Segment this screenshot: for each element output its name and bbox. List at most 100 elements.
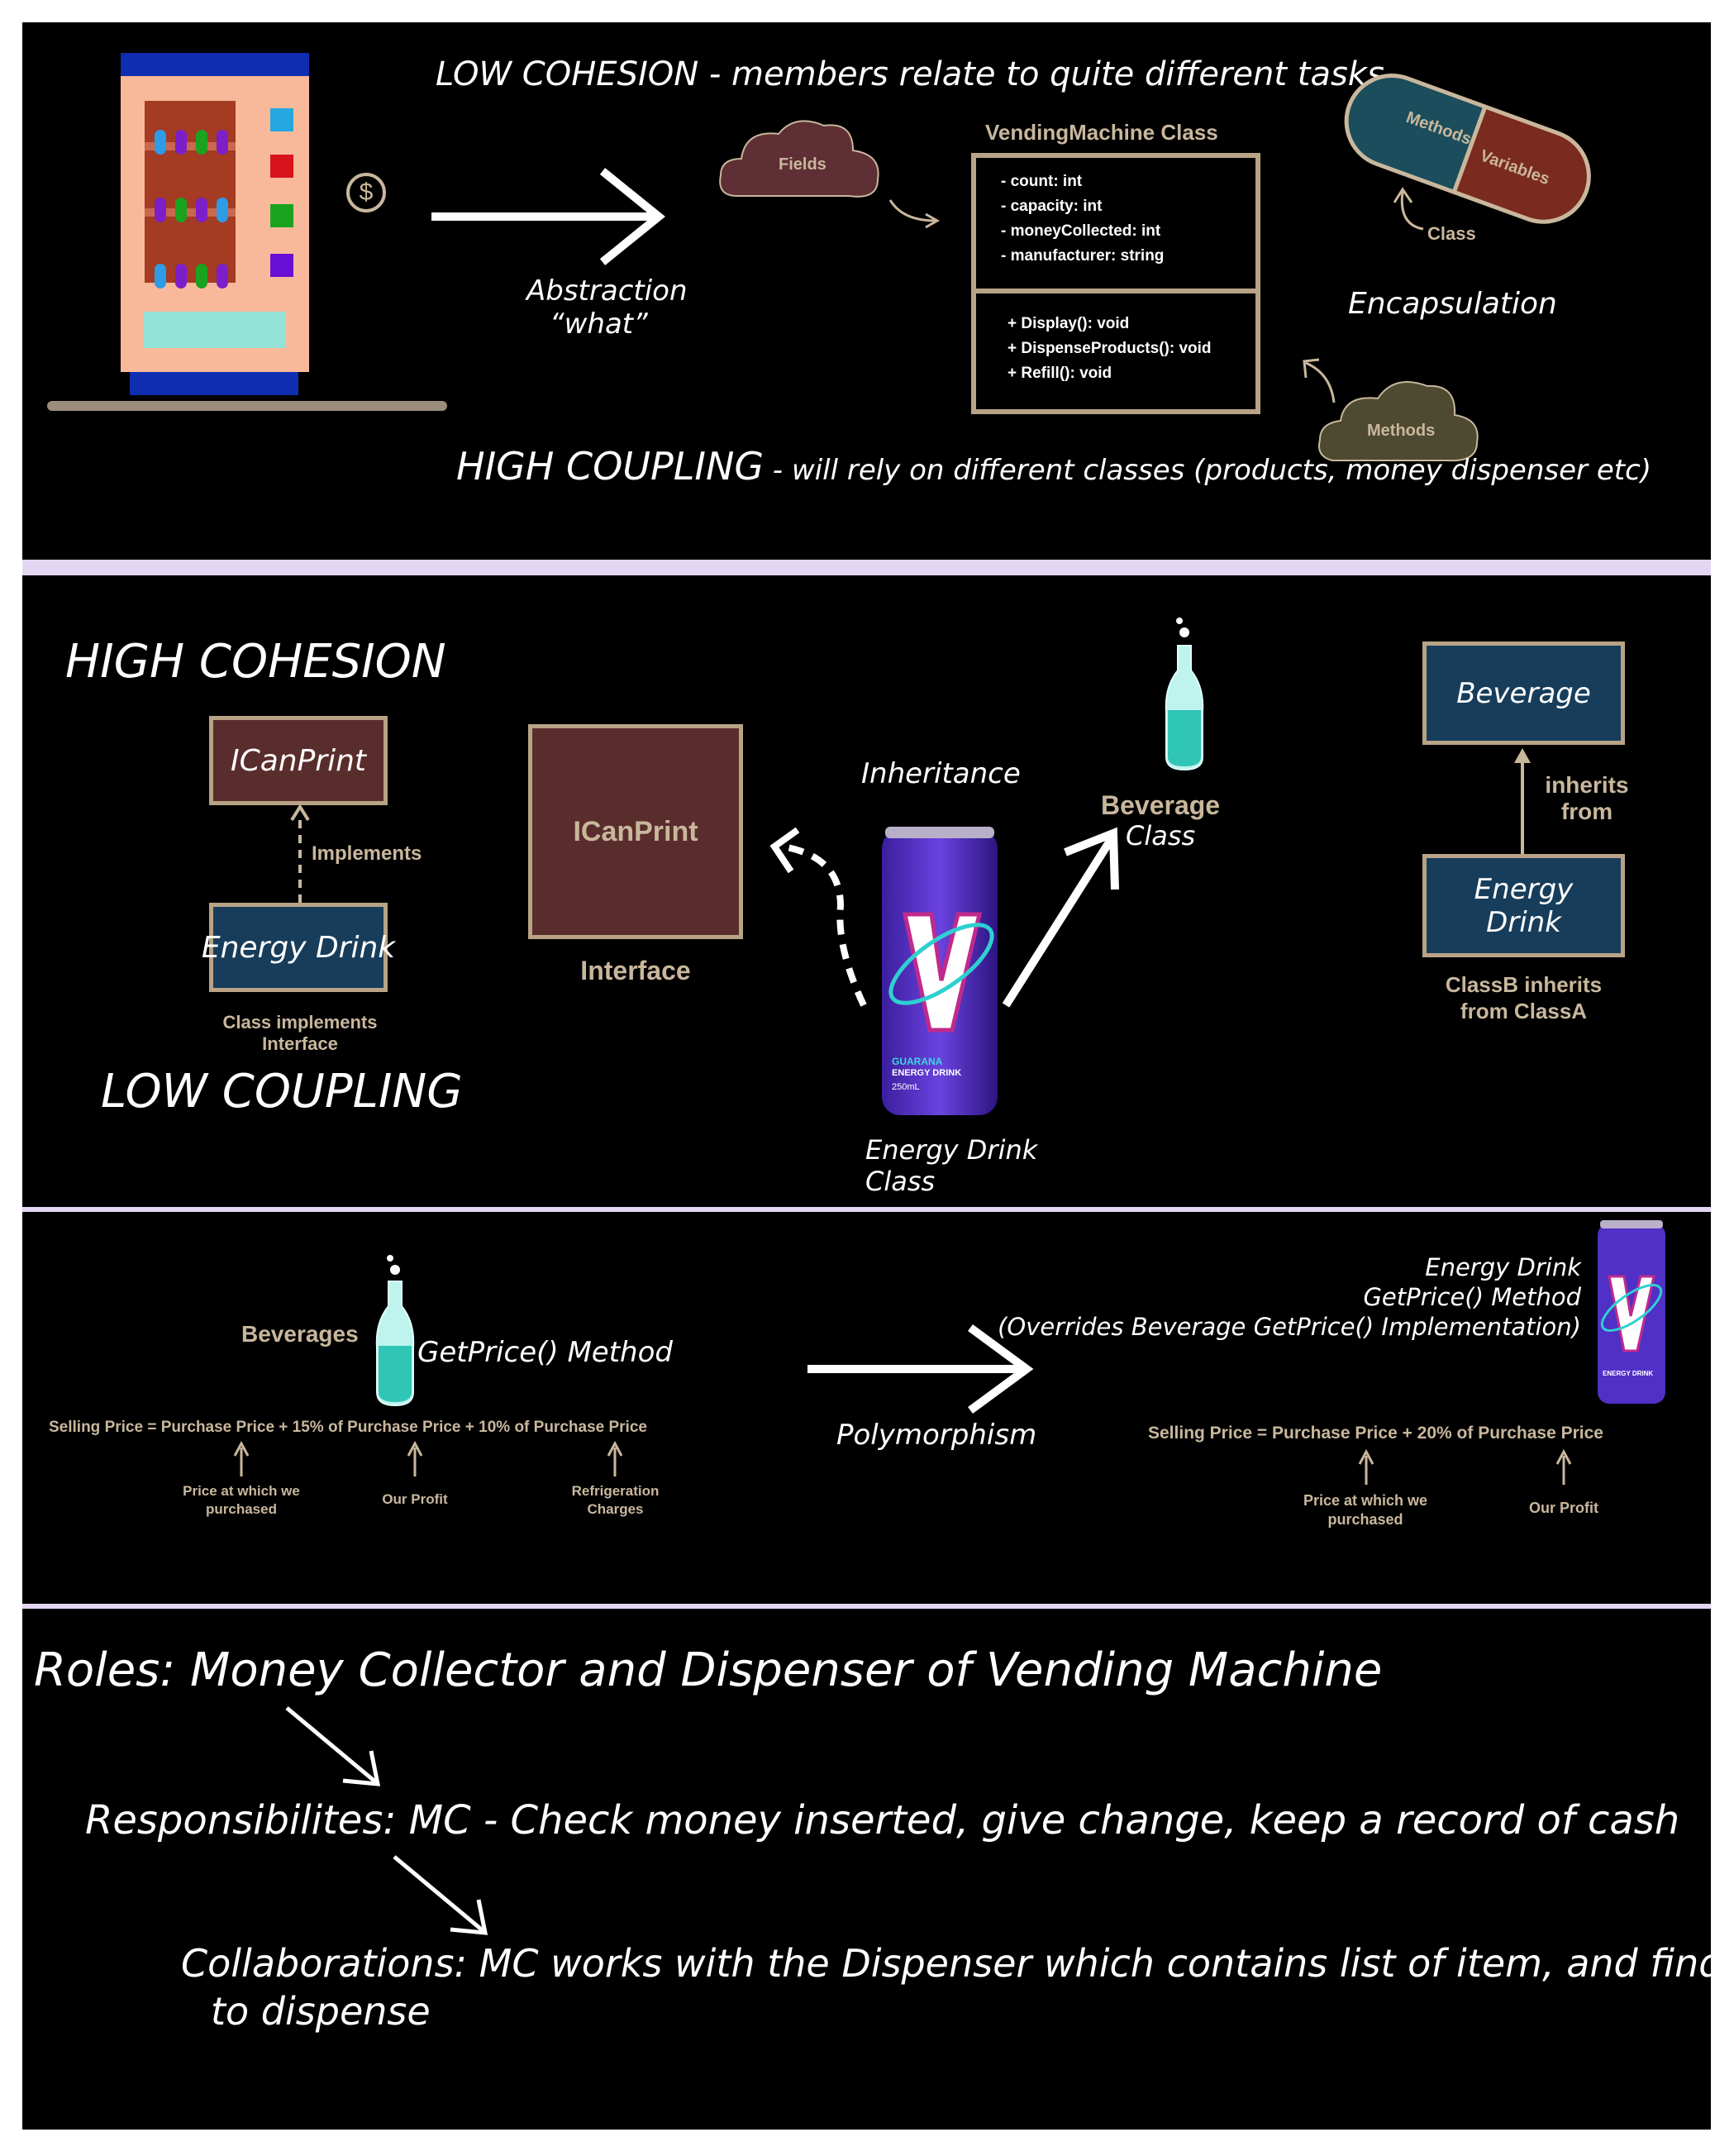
methods-cloud: [1318, 381, 1479, 462]
getprice-label: GetPrice() Method: [417, 1336, 673, 1369]
collaborations-line-1: Collaborations: MC works with the Dispen…: [181, 1941, 1711, 1986]
ed-label-3: (Overrides Beverage GetPrice() Implement…: [998, 1313, 1581, 1341]
inheritance-label: Inheritance: [861, 757, 1021, 790]
formula-right: Selling Price = Purchase Price + 20% of …: [1148, 1424, 1603, 1443]
icanprint-big-label: ICanPrint: [573, 815, 698, 847]
product-capsule: [196, 130, 207, 155]
purchased-label-1: purchased: [206, 1501, 277, 1517]
collaborations-line-2: to dispense: [211, 1989, 431, 2034]
can-text-3: 250mL: [892, 1082, 920, 1092]
beverage-box: Beverage: [1422, 642, 1625, 745]
high-cohesion-title: HIGH COHESION: [65, 635, 446, 689]
energy-drink-class-label-2: Class: [865, 1166, 936, 1197]
panel-high-cohesion: HIGH COHESION LOW COUPLING ICanPrint Imp…: [22, 575, 1711, 1207]
product-capsule: [155, 264, 166, 289]
product-capsule: [217, 130, 228, 155]
methods-cloud-label: Methods: [1367, 422, 1436, 440]
high-coupling-line: HIGH COUPLING - will rely on different c…: [456, 444, 1651, 489]
roles-arrow: [285, 1706, 381, 1786]
class-word-label: Class: [1126, 820, 1196, 851]
separator-1: [22, 560, 1711, 575]
formula-left: Selling Price = Purchase Price + 15% of …: [49, 1419, 647, 1436]
implements-arrow: [290, 804, 310, 911]
field-manufacturer: - manufacturer: string: [1001, 247, 1165, 265]
energy-drink-box: Energy Drink: [1422, 854, 1625, 957]
separator-3: [22, 1604, 1711, 1609]
class-title: VendingMachine Class: [985, 120, 1218, 145]
refrigeration-label: Refrigeration: [571, 1483, 660, 1499]
inherits-label-1: inherits: [1545, 772, 1629, 798]
method-refill: + Refill(): void: [1008, 365, 1112, 382]
encapsulation-pill: Methods Variables: [1344, 74, 1591, 224]
can-text-2: ENERGY DRINK: [892, 1068, 961, 1078]
ed-label-2: GetPrice() Method: [1363, 1283, 1581, 1311]
energy-box-line-1: Energy: [1474, 872, 1574, 906]
energy-drink-small-box: Energy Drink: [202, 903, 395, 992]
formula-right-arrows: [1358, 1448, 1572, 1485]
price-at-label-2: Price at which we: [1303, 1492, 1428, 1509]
beverage-box-label: Beverage: [1456, 676, 1591, 710]
icanprint-small-box: ICanPrint: [209, 716, 388, 805]
energy-drink-class-label-1: Energy Drink: [865, 1134, 1038, 1166]
responsibilities-label: Responsibilites: MC - Check money insert…: [85, 1797, 1680, 1844]
fields-cloud: [719, 120, 879, 198]
methods-arrow: [1303, 358, 1336, 403]
panel-polymorphism: Beverages GetPrice() Method Selling Pric…: [22, 1212, 1711, 1604]
responsibilities-arrow: [393, 1855, 488, 1935]
charges-label: Charges: [587, 1501, 644, 1517]
separator-2: [22, 1207, 1711, 1212]
product-capsule: [175, 130, 187, 155]
product-capsule: [196, 264, 207, 289]
purchased-label-2: purchased: [1327, 1511, 1403, 1528]
our-profit-label-2: Our Profit: [1529, 1500, 1598, 1516]
panel-low-cohesion: $ Abstraction “what” LOW COHESION - memb…: [22, 22, 1711, 560]
price-at-label-1: Price at which we: [183, 1483, 300, 1499]
low-cohesion-title: LOW COHESION - members relate to quite d…: [436, 55, 1384, 93]
beverage-bottle-image: [1165, 618, 1204, 771]
product-capsule: [155, 130, 166, 155]
abstraction-what: “what”: [550, 308, 648, 341]
product-capsule: [175, 198, 187, 222]
icanprint-small-label: ICanPrint: [230, 743, 367, 778]
energy-drink-small-label: Energy Drink: [201, 930, 396, 965]
interface-label: Interface: [580, 956, 691, 985]
method-dispense: + DispenseProducts(): void: [1008, 340, 1212, 357]
class-implements-label: Class implements: [222, 1012, 378, 1033]
high-coupling-desc: - will rely on different classes (produc…: [764, 454, 1652, 487]
our-profit-label-1: Our Profit: [382, 1491, 448, 1507]
polymorphism-label: Polymorphism: [836, 1419, 1037, 1452]
field-capacity: - capacity: int: [1001, 198, 1103, 215]
beverages-bottle-image: [375, 1255, 415, 1407]
implements-label: Implements: [312, 842, 422, 865]
low-coupling-title: LOW COUPLING: [101, 1065, 463, 1119]
product-capsule: [175, 264, 187, 289]
coin-icon: $: [346, 173, 386, 212]
field-money-collected: - moneyCollected: int: [1001, 222, 1161, 240]
pill-class-arrow: [1393, 187, 1424, 231]
high-coupling-title: HIGH COUPLING: [456, 444, 764, 489]
energy-drink-can-image: GUARANA ENERGY DRINK 250mL: [882, 827, 998, 1115]
inherits-arrow: [1514, 748, 1531, 854]
inherits-label-2: from: [1560, 799, 1613, 824]
class-diagram-box: - count: int - capacity: int - moneyColl…: [971, 153, 1260, 414]
interface-word-label: Interface: [262, 1033, 338, 1054]
icanprint-big-box: ICanPrint: [528, 724, 743, 939]
classb-label-2: from ClassA: [1460, 999, 1588, 1023]
classb-label-1: ClassB inherits: [1445, 972, 1603, 997]
product-capsule: [217, 198, 228, 222]
panel-roles: Roles: Money Collector and Dispenser of …: [22, 1609, 1711, 2130]
encapsulation-label: Encapsulation: [1348, 287, 1557, 321]
energy-box-line-2: Drink: [1486, 905, 1561, 939]
dashed-interface-arrow: [769, 827, 867, 1007]
vending-products: [47, 108, 447, 411]
can-text-1: GUARANA: [892, 1056, 943, 1067]
fields-cloud-label: Fields: [779, 155, 827, 174]
svg-text:ENERGY DRINK: ENERGY DRINK: [1603, 1370, 1653, 1377]
fields-arrow: [888, 199, 941, 229]
pill-class-label: Class: [1427, 223, 1476, 244]
abstraction-arrow: [431, 168, 665, 265]
beverages-label: Beverages: [241, 1321, 359, 1347]
field-count: - count: int: [1001, 173, 1083, 190]
product-capsule: [196, 198, 207, 222]
roles-label: Roles: Money Collector and Dispenser of …: [34, 1643, 1383, 1697]
